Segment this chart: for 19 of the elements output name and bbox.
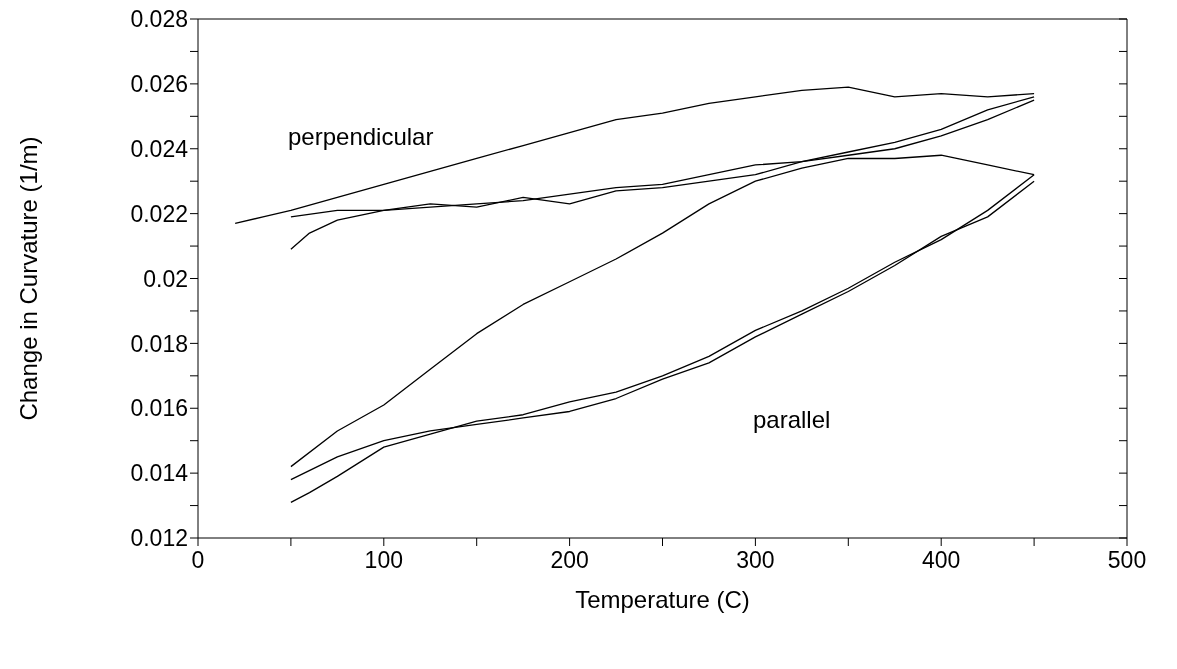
y-tick-label: 0.022 (130, 200, 188, 227)
x-tick-label: 100 (364, 547, 403, 574)
y-axis-title: Change in Curvature (1/m) (14, 136, 42, 421)
x-tick-label: 300 (736, 547, 775, 574)
annotation: perpendicular (288, 123, 434, 151)
x-tick-label: 0 (191, 547, 205, 574)
y-tick-label: 0.014 (130, 460, 189, 487)
y-tick-label: 0.026 (130, 71, 188, 98)
x-tick-label: 400 (922, 547, 961, 574)
x-tick-label: 200 (550, 547, 589, 574)
y-tick-label: 0.016 (130, 395, 188, 422)
x-axis-title: Temperature (C) (575, 586, 750, 613)
y-tick-label: 0.028 (130, 6, 188, 33)
y-tick-label: 0.012 (130, 525, 188, 552)
annotation: parallel (753, 406, 831, 434)
x-tick-label: 500 (1107, 547, 1147, 574)
y-tick-label: 0.024 (130, 135, 189, 162)
y-tick-label: 0.02 (143, 265, 188, 292)
y-tick-label: 0.018 (130, 330, 188, 357)
